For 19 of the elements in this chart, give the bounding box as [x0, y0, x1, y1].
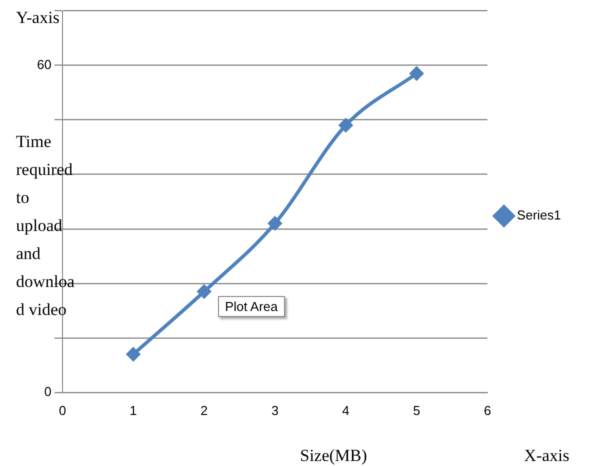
- text: X-axis: [524, 446, 570, 466]
- point: [410, 66, 424, 80]
- point: [268, 216, 282, 230]
- x-tick-label: 2: [200, 402, 208, 418]
- legend-label: Series1: [516, 208, 561, 223]
- annotation: Plot Area: [218, 296, 285, 317]
- x-tick-label: 4: [342, 402, 350, 418]
- x-tick-label: 0: [58, 402, 66, 418]
- text: Y-axis: [16, 8, 60, 28]
- x-axis-title: Size(MB): [300, 446, 368, 466]
- x-tick-label: 1: [130, 402, 137, 418]
- x-tick-label: 5: [412, 402, 420, 418]
- point: [197, 284, 211, 298]
- x-tick-label: 3: [271, 402, 279, 418]
- y-tick-label: 60: [36, 56, 52, 72]
- point: [339, 118, 353, 132]
- x-tick-label: 6: [484, 402, 492, 418]
- y-axis-title: Time required to upload and download video: [16, 131, 76, 321]
- point: [126, 347, 140, 361]
